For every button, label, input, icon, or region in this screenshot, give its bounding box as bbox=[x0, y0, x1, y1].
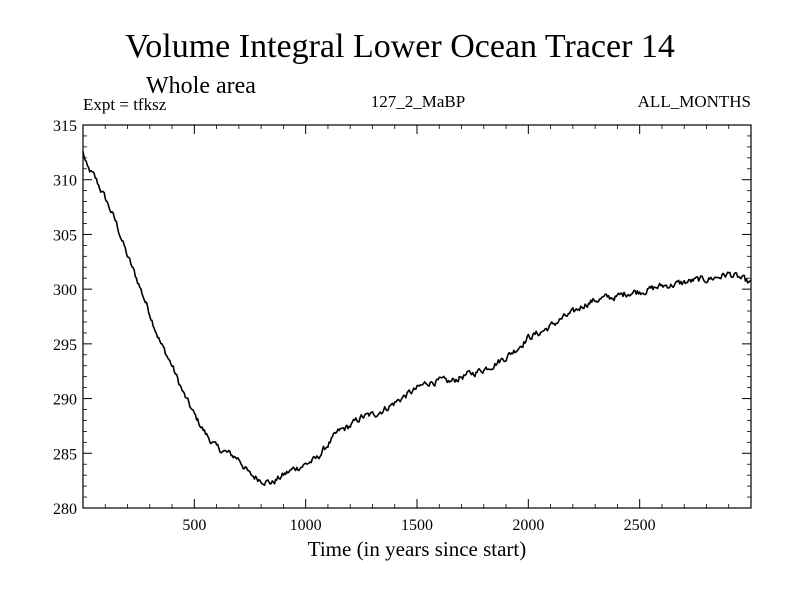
plot-frame bbox=[82, 124, 752, 509]
x-axis: 500 1000 1500 2000 2500 bbox=[104, 125, 730, 534]
x-axis-label: Time (in years since start) bbox=[308, 537, 527, 561]
y-tick-label: 300 bbox=[53, 282, 77, 299]
y-tick-label: 280 bbox=[53, 501, 77, 518]
x-tick-label: 2500 bbox=[624, 517, 656, 534]
y-tick-label: 295 bbox=[53, 337, 77, 354]
y-tick-label: 285 bbox=[53, 446, 77, 463]
x-tick-label: 1500 bbox=[401, 517, 433, 534]
series-line bbox=[82, 151, 752, 486]
period-label: 127_2_MaBP bbox=[371, 92, 465, 111]
y-tick-label: 310 bbox=[53, 173, 77, 190]
chart-title: Volume Integral Lower Ocean Tracer 14 bbox=[125, 28, 675, 65]
y-axis: 280 285 290 295 300 305 310 315 bbox=[53, 118, 751, 518]
chart-subtitle: Whole area bbox=[146, 73, 256, 99]
y-tick-label: 290 bbox=[53, 392, 77, 409]
x-tick-label: 1000 bbox=[290, 517, 322, 534]
experiment-label: Expt = tfksz bbox=[83, 95, 167, 114]
x-tick-label: 2000 bbox=[512, 517, 544, 534]
y-tick-label: 315 bbox=[53, 118, 77, 135]
y-tick-label: 305 bbox=[53, 227, 77, 244]
x-tick-label: 500 bbox=[182, 517, 206, 534]
months-label: ALL_MONTHS bbox=[638, 92, 751, 111]
